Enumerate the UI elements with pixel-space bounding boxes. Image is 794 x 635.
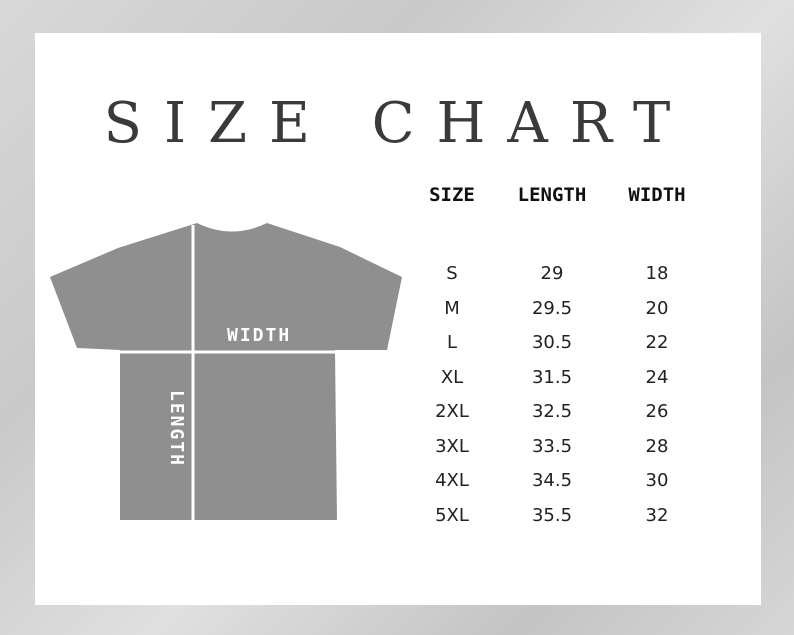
table-cell-length: 35.5	[531, 504, 573, 526]
header-length: LENGTH	[517, 184, 587, 206]
width-label: WIDTH	[227, 325, 292, 346]
table-cell-length: 33.5	[531, 435, 573, 457]
table-cell-size: 3XL	[435, 435, 469, 457]
table-cell-length: 31.5	[531, 366, 573, 388]
table-cell-size: 5XL	[435, 504, 469, 526]
table-cell-width: 20	[645, 297, 669, 319]
table-cell-length: 29.5	[531, 297, 573, 319]
table-cell-length: 34.5	[531, 470, 573, 491]
table-cell-width: 18	[645, 263, 669, 284]
table-cell-size: 4XL	[435, 470, 469, 491]
table-cell-width: 32	[645, 504, 669, 526]
header-width: WIDTH	[628, 184, 686, 206]
table-cell-size: 2XL	[435, 401, 469, 422]
table-cell-width: 22	[645, 332, 669, 353]
table-cell-size: XL	[440, 366, 464, 388]
tshirt-shape	[50, 223, 402, 520]
table-cell-length: 30.5	[531, 332, 573, 353]
header-size: SIZE	[429, 184, 475, 206]
table-cell-size: M	[444, 297, 460, 319]
table-cell-length: 29	[540, 263, 564, 284]
page-title: SIZE CHART	[103, 91, 693, 156]
table-cell-width: 28	[645, 435, 669, 457]
table-cell-size: L	[446, 332, 458, 353]
table-cell-width: 24	[645, 366, 669, 388]
length-label: LENGTH	[166, 390, 187, 468]
table-cell-length: 32.5	[531, 401, 573, 422]
table-cell-width: 30	[645, 470, 669, 491]
table-cell-size: S	[446, 263, 458, 284]
table-cell-width: 26	[645, 401, 669, 422]
